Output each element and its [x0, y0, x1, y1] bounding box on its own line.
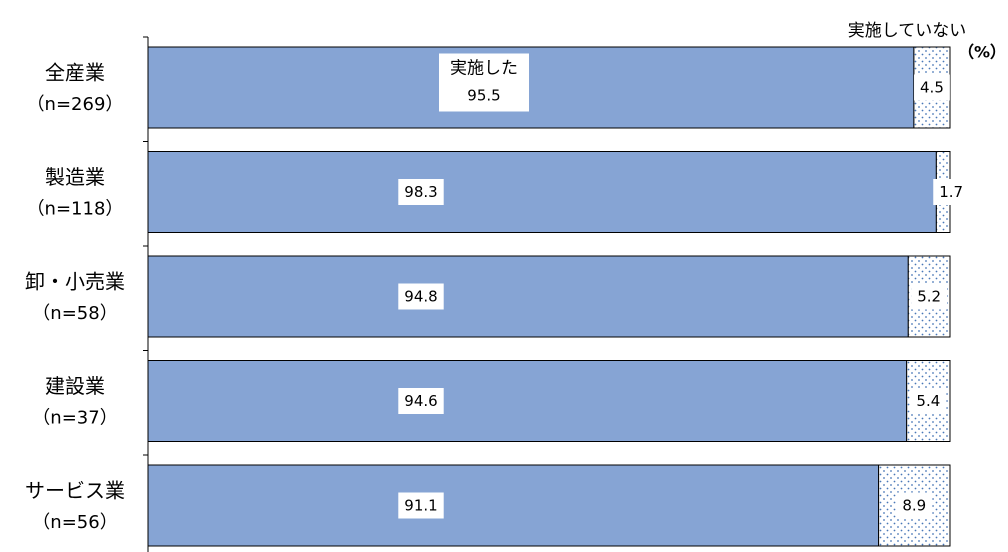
value-label-not-implemented: 5.2	[917, 288, 941, 306]
value-label-not-implemented-bg	[914, 74, 950, 101]
value-label-implemented-group: 94.8	[398, 283, 444, 310]
value-label-not-implemented: 4.5	[920, 79, 944, 97]
value-label-not-implemented-bg	[933, 179, 970, 205]
category-label: サービス業	[25, 479, 125, 503]
series-name-implemented: 実施した	[450, 59, 518, 79]
value-label-implemented: 94.8	[404, 288, 437, 306]
value-label-not-implemented: 1.7	[939, 183, 963, 201]
value-label-implemented-bg	[398, 492, 444, 519]
value-label-not-implemented-bg	[910, 388, 947, 414]
bar-implemented	[147, 255, 909, 338]
value-label-not-implemented-bg	[911, 283, 948, 310]
bar-implemented	[147, 464, 880, 547]
value-label-implemented: 94.6	[404, 392, 437, 410]
series-label-group: 実施した 95.5	[439, 53, 529, 112]
category-label: 製造業	[45, 165, 105, 189]
bar-implemented	[147, 151, 937, 233]
value-label-not-implemented-group: 4.5	[914, 74, 950, 101]
category-label: 卸・小売業	[25, 270, 125, 294]
value-label-implemented-group: 94.6	[398, 388, 444, 414]
value-label-implemented: 98.3	[404, 183, 437, 201]
value-label-not-implemented-bg	[896, 492, 933, 519]
value-label-implemented: 95.5	[467, 87, 500, 105]
category-label: 全産業	[45, 61, 105, 85]
value-label-not-implemented-group: 5.4	[910, 388, 947, 414]
value-label-implemented-group: 91.1	[398, 492, 444, 519]
value-label-implemented: 91.1	[404, 497, 437, 515]
value-label-implemented-bg	[398, 283, 444, 310]
category-n-label: （n=269）	[27, 94, 124, 115]
value-label-implemented-bg	[398, 179, 444, 205]
value-label-not-implemented: 5.4	[916, 392, 940, 410]
category-n-label: （n=58）	[32, 303, 117, 324]
category-label: 建設業	[45, 374, 105, 398]
bar-implemented	[147, 46, 915, 129]
unit-label: （%）	[958, 43, 1006, 62]
value-label-implemented-group: 98.3	[398, 179, 444, 205]
value-label-not-implemented: 8.9	[902, 497, 926, 515]
category-n-label: （n=37）	[32, 408, 117, 429]
category-n-label: （n=118）	[27, 199, 124, 220]
bar-implemented	[147, 360, 908, 442]
series-name-not-implemented: 実施していない	[848, 21, 967, 41]
category-n-label: （n=56）	[32, 512, 117, 533]
value-label-not-implemented-group: 1.7	[933, 179, 970, 205]
value-label-not-implemented-group: 5.2	[911, 283, 948, 310]
series-label-bg	[439, 53, 529, 112]
value-label-implemented-bg	[398, 388, 444, 414]
value-label-not-implemented-group: 8.9	[896, 492, 933, 519]
